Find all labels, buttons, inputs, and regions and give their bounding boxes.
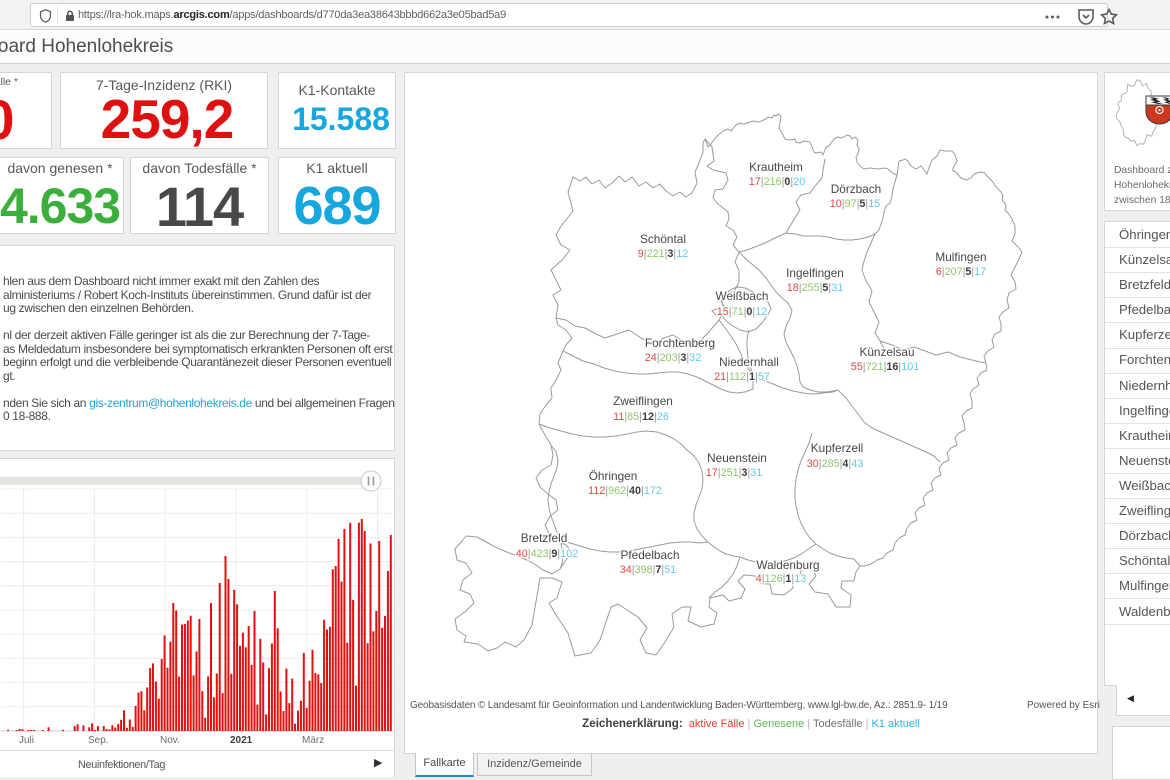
svg-text:Krautheim: Krautheim: [749, 160, 803, 174]
svg-text:Kupferzell: Kupferzell: [811, 441, 863, 455]
svg-text:Forchtenberg: Forchtenberg: [645, 336, 715, 350]
svg-text:Neuenstein: Neuenstein: [707, 451, 767, 465]
svg-text:Öhringen: Öhringen: [589, 469, 638, 483]
svg-text:18|255|5|31: 18|255|5|31: [787, 282, 844, 294]
svg-text:11|85|12|26: 11|85|12|26: [613, 411, 669, 423]
svg-text:6|207|5|17: 6|207|5|17: [936, 266, 987, 278]
svg-text:40|423|9|102: 40|423|9|102: [516, 548, 579, 560]
svg-text:Ingelfingen: Ingelfingen: [786, 266, 844, 280]
svg-text:Pfedelbach: Pfedelbach: [620, 548, 679, 562]
svg-text:17|216|0|20: 17|216|0|20: [749, 176, 806, 188]
svg-text:112|962|40|172: 112|962|40|172: [588, 485, 662, 497]
svg-text:Künzelsau: Künzelsau: [859, 345, 914, 359]
svg-text:17|251|3|31: 17|251|3|31: [706, 467, 763, 479]
svg-text:Schöntal: Schöntal: [640, 232, 686, 246]
svg-text:15|71|0|12: 15|71|0|12: [717, 306, 768, 318]
svg-text:Bretzfeld: Bretzfeld: [521, 531, 568, 545]
svg-text:Weißbach: Weißbach: [716, 289, 769, 303]
svg-text:34|398|7|51: 34|398|7|51: [620, 564, 677, 576]
svg-text:Waldenburg: Waldenburg: [756, 558, 819, 572]
svg-text:55|721|16|101: 55|721|16|101: [851, 361, 920, 373]
svg-text:10|97|5|15: 10|97|5|15: [830, 198, 881, 210]
svg-text:30|285|4|43: 30|285|4|43: [807, 458, 864, 470]
svg-text:Dörzbach: Dörzbach: [831, 182, 882, 196]
svg-text:Niedernhall: Niedernhall: [719, 355, 779, 369]
svg-text:24|203|3|32: 24|203|3|32: [645, 352, 702, 364]
svg-text:9|221|3|12: 9|221|3|12: [638, 248, 689, 260]
svg-text:Zweiflingen: Zweiflingen: [613, 394, 673, 408]
svg-text:Mulfingen: Mulfingen: [935, 250, 986, 264]
svg-text:21|112|1|57: 21|112|1|57: [714, 371, 770, 383]
svg-text:4|126|1|13: 4|126|1|13: [756, 573, 807, 585]
